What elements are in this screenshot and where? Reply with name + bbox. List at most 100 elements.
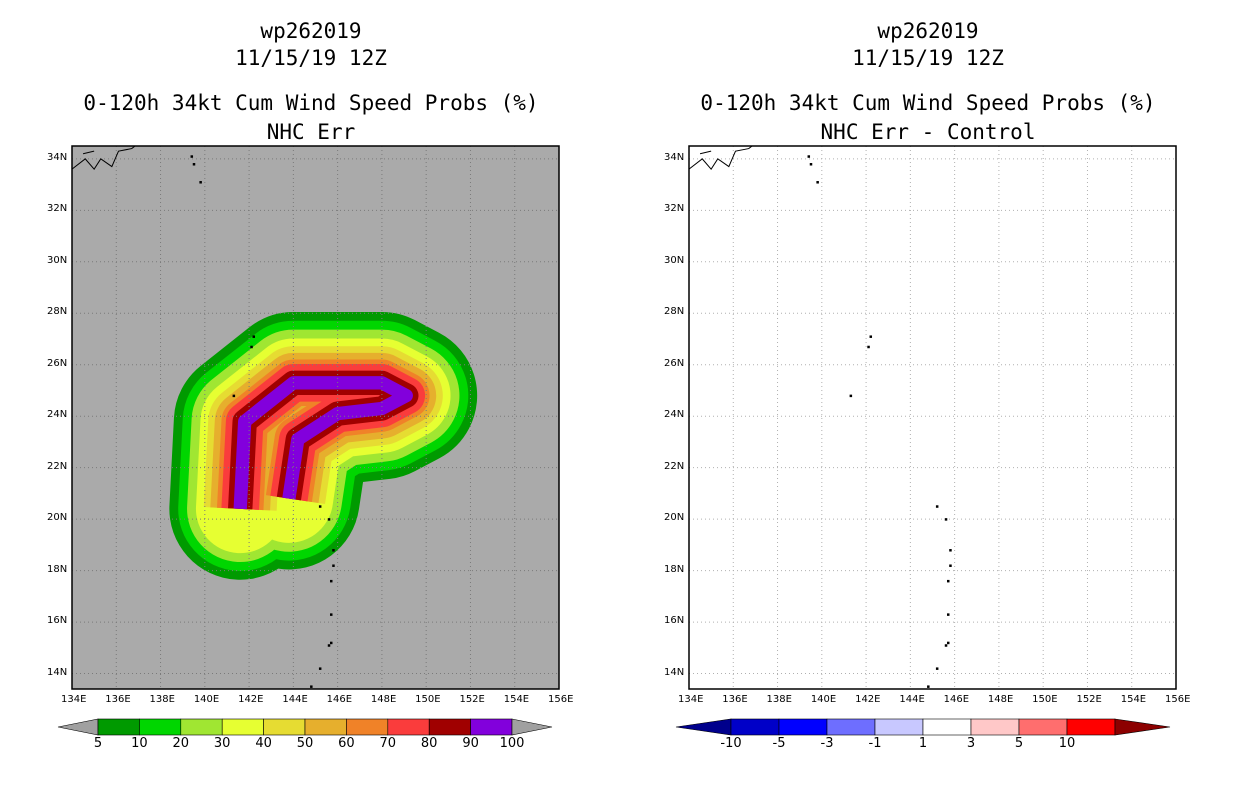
- right-x-tick-label: 134E: [678, 694, 704, 705]
- right-x-tick-label: 150E: [1032, 694, 1058, 705]
- right-map-frame: [688, 145, 1177, 690]
- left-y-tick-label: 34N: [47, 151, 68, 163]
- prob-contour-10: [178, 320, 469, 571]
- left-colorbar-under-triangle: [57, 718, 99, 736]
- right-colorbar-bin: [874, 718, 924, 736]
- left-colorbar-bin: [304, 718, 347, 736]
- right-colorbar-bin: [1018, 718, 1068, 736]
- left-x-tick-label: 134E: [61, 694, 87, 705]
- island-marker: [949, 564, 952, 567]
- coastline-shikoku: [82, 150, 95, 155]
- left-x-tick-label: 138E: [149, 694, 175, 705]
- island-marker: [310, 685, 313, 688]
- right-title-subtitle: NHC Err - Control: [820, 120, 1036, 144]
- left-x-tick-label: 154E: [503, 694, 530, 705]
- left-colorbar-label: 50: [296, 736, 314, 751]
- left-colorbar-label: 70: [379, 736, 397, 751]
- right-colorbar-label: -5: [772, 736, 786, 751]
- right-colorbar-bin: [1066, 718, 1116, 736]
- left-title-datetime: 11/15/19 12Z: [235, 46, 387, 70]
- left-x-tick-label: 136E: [105, 694, 131, 705]
- left-y-tick-label: 26N: [47, 357, 68, 369]
- right-y-tick-label: 24N: [664, 409, 685, 421]
- right-y-tick-label: 26N: [664, 357, 685, 369]
- right-y-tick-label: 34N: [664, 151, 685, 163]
- left-colorbar-label: 10: [131, 736, 148, 751]
- island-marker: [232, 394, 236, 398]
- coastline-shikoku: [699, 150, 712, 155]
- right-y-tick-label: 20N: [664, 512, 685, 524]
- left-y-tick-label: 18N: [47, 563, 68, 575]
- left-colorbar-bin: [180, 718, 223, 736]
- island-marker: [809, 163, 813, 166]
- left-colorbar-label: 30: [213, 736, 231, 751]
- right-title-datetime: 11/15/19 12Z: [852, 46, 1004, 70]
- right-colorbar-label: 10: [1058, 736, 1076, 751]
- left-colorbar-bin: [346, 718, 389, 736]
- island-marker: [332, 549, 335, 552]
- right-colorbar-bin: [826, 718, 876, 736]
- right-y-tick-label: 18N: [664, 563, 685, 575]
- left-map-frame: [71, 145, 560, 690]
- island-marker: [318, 667, 322, 670]
- right-colorbar-label: -10: [720, 736, 742, 751]
- left-y-tick-label: 30N: [47, 254, 68, 266]
- right-map-content: [689, 146, 1176, 689]
- left-x-tick-label: 144E: [282, 694, 308, 705]
- island-marker: [332, 564, 335, 567]
- island-marker: [327, 644, 331, 647]
- island-marker: [190, 155, 194, 158]
- right-y-tick-label: 16N: [664, 615, 685, 627]
- right-y-tick-label: 28N: [664, 306, 685, 318]
- left-x-tick-label: 142E: [238, 694, 264, 705]
- prob-contour-20: [187, 329, 460, 563]
- right-colorbar-bin: [970, 718, 1020, 736]
- left-colorbar-label: 80: [420, 736, 438, 751]
- left-colorbar-bin: [470, 718, 513, 736]
- island-marker: [250, 345, 253, 349]
- left-title-subtitle: NHC Err: [266, 120, 356, 144]
- right-map-background: [689, 146, 1176, 689]
- island-marker: [869, 335, 873, 338]
- right-colorbar-bin: [922, 718, 972, 736]
- left-title-product: 0-120h 34kt Cum Wind Speed Probs (%): [83, 91, 539, 115]
- island-marker: [329, 641, 333, 645]
- left-colorbar-label: 20: [172, 736, 190, 751]
- left-colorbar-bin: [97, 718, 140, 736]
- island-marker: [192, 163, 196, 166]
- left-y-tick-label: 32N: [47, 203, 68, 215]
- left-colorbar-label: 5: [93, 736, 103, 751]
- island-marker: [252, 335, 256, 338]
- left-x-tick-label: 146E: [326, 694, 353, 705]
- left-map-background: [72, 146, 559, 689]
- left-y-tick-label: 14N: [47, 666, 68, 678]
- right-colorbar-bin: [730, 718, 780, 736]
- coastline-japan: [72, 146, 136, 170]
- island-marker: [949, 549, 952, 552]
- island-marker: [327, 518, 331, 521]
- right-x-tick-label: 138E: [766, 694, 792, 705]
- island-marker: [944, 518, 948, 521]
- island-marker: [944, 644, 948, 647]
- right-y-tick-label: 14N: [664, 666, 685, 678]
- left-y-tick-label: 22N: [47, 460, 68, 472]
- island-marker: [946, 579, 950, 583]
- prob-contour-30: [195, 338, 451, 554]
- island-marker: [946, 613, 950, 616]
- right-colorbar-label: -1: [868, 736, 882, 751]
- prob-contour-70: [221, 364, 426, 510]
- island-marker: [946, 641, 950, 645]
- right-x-tick-label: 140E: [810, 694, 837, 705]
- prob-contour-90: [233, 376, 413, 510]
- island-marker: [935, 667, 939, 670]
- left-colorbar-label: 40: [255, 736, 272, 751]
- left-colorbar-label: 90: [462, 736, 479, 751]
- right-x-tick-label: 146E: [943, 694, 970, 705]
- left-x-tick-label: 152E: [459, 694, 485, 705]
- left-colorbar-label: 60: [338, 736, 355, 751]
- coastline-japan: [689, 146, 753, 170]
- island-marker: [867, 345, 870, 349]
- right-colorbar-label: -3: [820, 736, 834, 751]
- right-title-storm-id: wp262019: [877, 19, 979, 43]
- right-colorbar-label: 1: [918, 736, 928, 751]
